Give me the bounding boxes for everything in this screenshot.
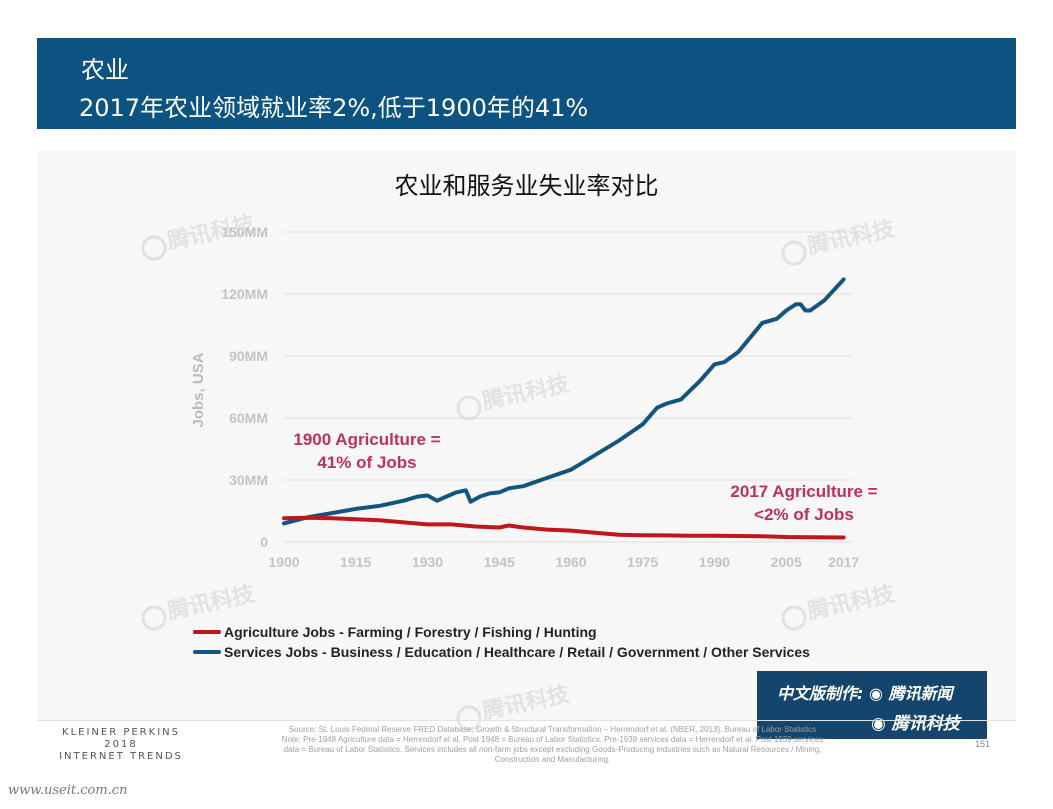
- tencent-news-icon: ◉: [868, 684, 883, 703]
- y-tick-label: 0: [260, 534, 268, 550]
- x-tick-label: 1960: [555, 554, 586, 570]
- legend-label-agriculture: Agriculture Jobs - Farming / Forestry / …: [224, 624, 597, 640]
- legend-label-services: Services Jobs - Business / Education / H…: [224, 644, 810, 660]
- header-subtitle: 2017年农业领域就业率2%,低于1900年的41%: [79, 94, 589, 122]
- footer-divider: [37, 720, 1016, 721]
- chart-annotation: <2% of Jobs: [754, 505, 854, 524]
- kleiner-perkins-logo: KLEINER PERKINS 2018 INTERNET TRENDS: [50, 727, 192, 763]
- watermark: 腾讯科技: [456, 372, 573, 421]
- chart-title: 农业和服务业失业率对比: [394, 172, 659, 200]
- x-tick-label: 1975: [627, 554, 658, 570]
- legend-swatch-services: [193, 650, 221, 654]
- svg-text:腾讯科技: 腾讯科技: [805, 582, 897, 625]
- producer-brand-tech: 腾讯科技: [891, 714, 960, 734]
- producer-brand-news: 腾讯新闻: [888, 684, 953, 703]
- y-axis-label: Jobs, USA: [190, 352, 207, 427]
- watermark: 腾讯科技: [781, 217, 898, 266]
- svg-text:腾讯科技: 腾讯科技: [805, 217, 897, 260]
- x-tick-label: 1915: [340, 554, 371, 570]
- chart-annotation: 1900 Agriculture =: [293, 430, 440, 449]
- legend: Agriculture Jobs - Farming / Forestry / …: [193, 622, 810, 662]
- svg-text:腾讯科技: 腾讯科技: [165, 582, 257, 625]
- x-tick-label: 1900: [268, 554, 299, 570]
- series-line-agriculture: [282, 515, 846, 540]
- x-tick-label: 1930: [412, 554, 443, 570]
- y-tick-label: 90MM: [229, 348, 268, 364]
- tencent-tech-icon: ◉: [871, 714, 886, 734]
- chart-annotation: 2017 Agriculture =: [730, 482, 877, 501]
- producer-logo-box: 中文版制作: ◉ 腾讯新闻 ◉ 腾讯科技: [757, 671, 987, 739]
- watermark: 腾讯科技: [456, 682, 573, 731]
- chart-annotation: 41% of Jobs: [317, 453, 416, 472]
- producer-credit-tech: ◉ 腾讯科技: [871, 709, 960, 734]
- brand-report: INTERNET TRENDS: [59, 751, 183, 762]
- producer-label: 中文版制作:: [777, 684, 864, 703]
- y-tick-label: 150MM: [221, 224, 268, 240]
- y-tick-label: 120MM: [221, 286, 268, 302]
- header-banner: 农业 2017年农业领域就业率2%,低于1900年的41%: [37, 38, 1016, 129]
- page-number: 151: [975, 739, 991, 749]
- svg-text:腾讯科技: 腾讯科技: [480, 372, 572, 415]
- producer-credit: 中文版制作: ◉ 腾讯新闻: [777, 680, 953, 704]
- series-line-services: [282, 277, 846, 526]
- legend-swatch-agriculture: [193, 630, 221, 634]
- x-tick-label: 1990: [699, 554, 730, 570]
- x-tick-label: 2017: [828, 554, 859, 570]
- header-title: 农业: [81, 56, 129, 84]
- brand-year: 2018: [104, 739, 138, 750]
- brand-name: KLEINER PERKINS: [62, 727, 180, 738]
- legend-item-services: Services Jobs - Business / Education / H…: [193, 642, 810, 662]
- legend-item-agriculture: Agriculture Jobs - Farming / Forestry / …: [193, 622, 810, 642]
- svg-text:腾讯科技: 腾讯科技: [480, 682, 572, 725]
- x-tick-label: 1945: [484, 554, 515, 570]
- site-url: www.useit.com.cn: [8, 783, 128, 798]
- x-tick-label: 2005: [771, 554, 802, 570]
- chart-panel: [37, 150, 1016, 720]
- y-tick-label: 60MM: [229, 410, 268, 426]
- source-note: Source: St. Louis Federal Reserve FRED D…: [281, 725, 824, 764]
- y-tick-label: 30MM: [229, 472, 268, 488]
